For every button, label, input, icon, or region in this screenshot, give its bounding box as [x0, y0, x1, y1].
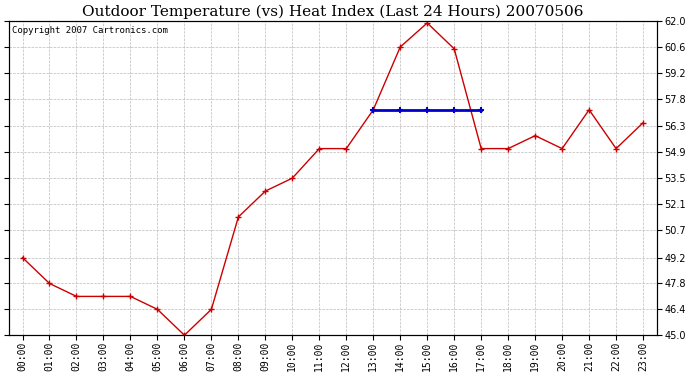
Title: Outdoor Temperature (vs) Heat Index (Last 24 Hours) 20070506: Outdoor Temperature (vs) Heat Index (Las… [82, 4, 584, 18]
Text: Copyright 2007 Cartronics.com: Copyright 2007 Cartronics.com [12, 26, 168, 35]
